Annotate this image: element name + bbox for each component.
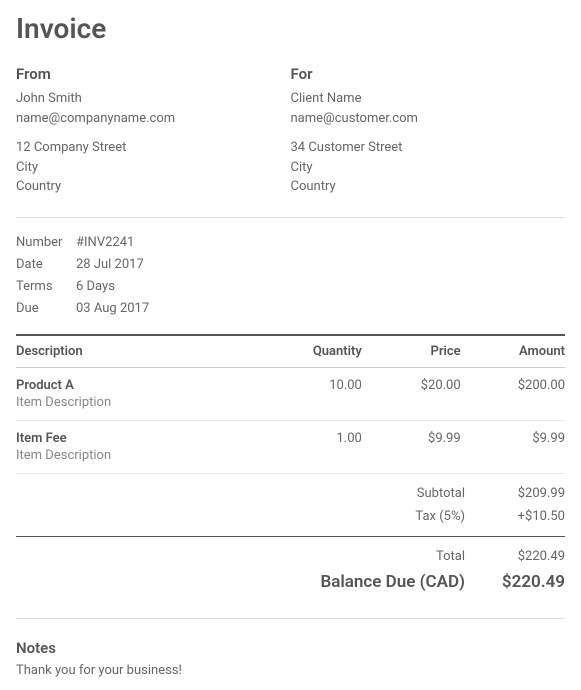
item-qty: 1.00 (263, 420, 362, 473)
from-name: John Smith (16, 89, 291, 109)
item-amount: $9.99 (461, 420, 565, 473)
notes-section: Notes Thank you for your business! (16, 639, 565, 678)
tax-value: +$10.50 (465, 505, 565, 528)
meta-number-value: #INV2241 (76, 232, 134, 254)
total-value: $220.49 (465, 545, 565, 568)
page-title: Invoice (16, 12, 565, 45)
item-desc: Item Description (16, 448, 263, 463)
meta-number-label: Number (16, 232, 76, 254)
for-name: Client Name (291, 89, 566, 109)
balance-label: Balance Due (CAD) (236, 568, 465, 596)
subtotal-label: Subtotal (236, 482, 465, 505)
tax-label: Tax (5%) (236, 505, 465, 528)
from-country: Country (16, 177, 291, 197)
meta-terms-label: Terms (16, 276, 76, 298)
from-street: 12 Company Street (16, 138, 291, 158)
subtotal-value: $209.99 (465, 482, 565, 505)
for-email: name@customer.com (291, 109, 566, 129)
item-price: $9.99 (362, 420, 461, 473)
from-city: City (16, 158, 291, 178)
meta-due-value: 03 Aug 2017 (76, 298, 149, 320)
for-city: City (291, 158, 566, 178)
divider (16, 217, 565, 218)
invoice-meta: Number #INV2241 Date 28 Jul 2017 Terms 6… (16, 232, 565, 320)
from-email: name@companyname.com (16, 109, 291, 129)
notes-heading: Notes (16, 639, 565, 657)
grand-totals: Total $220.49 Balance Due (CAD) $220.49 (16, 537, 565, 604)
item-amount: $200.00 (461, 367, 565, 420)
total-label: Total (236, 545, 465, 568)
from-heading: From (16, 65, 291, 83)
table-row: Product A Item Description 10.00 $20.00 … (16, 367, 565, 420)
item-price: $20.00 (362, 367, 461, 420)
table-row: Item Fee Item Description 1.00 $9.99 $9.… (16, 420, 565, 473)
col-description: Description (16, 335, 263, 368)
col-quantity: Quantity (263, 335, 362, 368)
from-block: From John Smith name@companyname.com 12 … (16, 65, 291, 197)
col-amount: Amount (461, 335, 565, 368)
for-heading: For (291, 65, 566, 83)
meta-due-label: Due (16, 298, 76, 320)
col-price: Price (362, 335, 461, 368)
address-section: From John Smith name@companyname.com 12 … (16, 65, 565, 197)
meta-date-label: Date (16, 254, 76, 276)
for-street: 34 Customer Street (291, 138, 566, 158)
meta-date-value: 28 Jul 2017 (76, 254, 144, 276)
divider (16, 618, 565, 619)
item-name: Product A (16, 378, 263, 393)
items-table: Description Quantity Price Amount Produc… (16, 334, 565, 474)
for-country: Country (291, 177, 566, 197)
item-qty: 10.00 (263, 367, 362, 420)
totals-section: Subtotal $209.99 Tax (5%) +$10.50 (16, 474, 565, 536)
item-name: Item Fee (16, 431, 263, 446)
notes-text: Thank you for your business! (16, 663, 565, 678)
balance-value: $220.49 (465, 568, 565, 596)
item-desc: Item Description (16, 395, 263, 410)
meta-terms-value: 6 Days (76, 276, 115, 298)
for-block: For Client Name name@customer.com 34 Cus… (291, 65, 566, 197)
